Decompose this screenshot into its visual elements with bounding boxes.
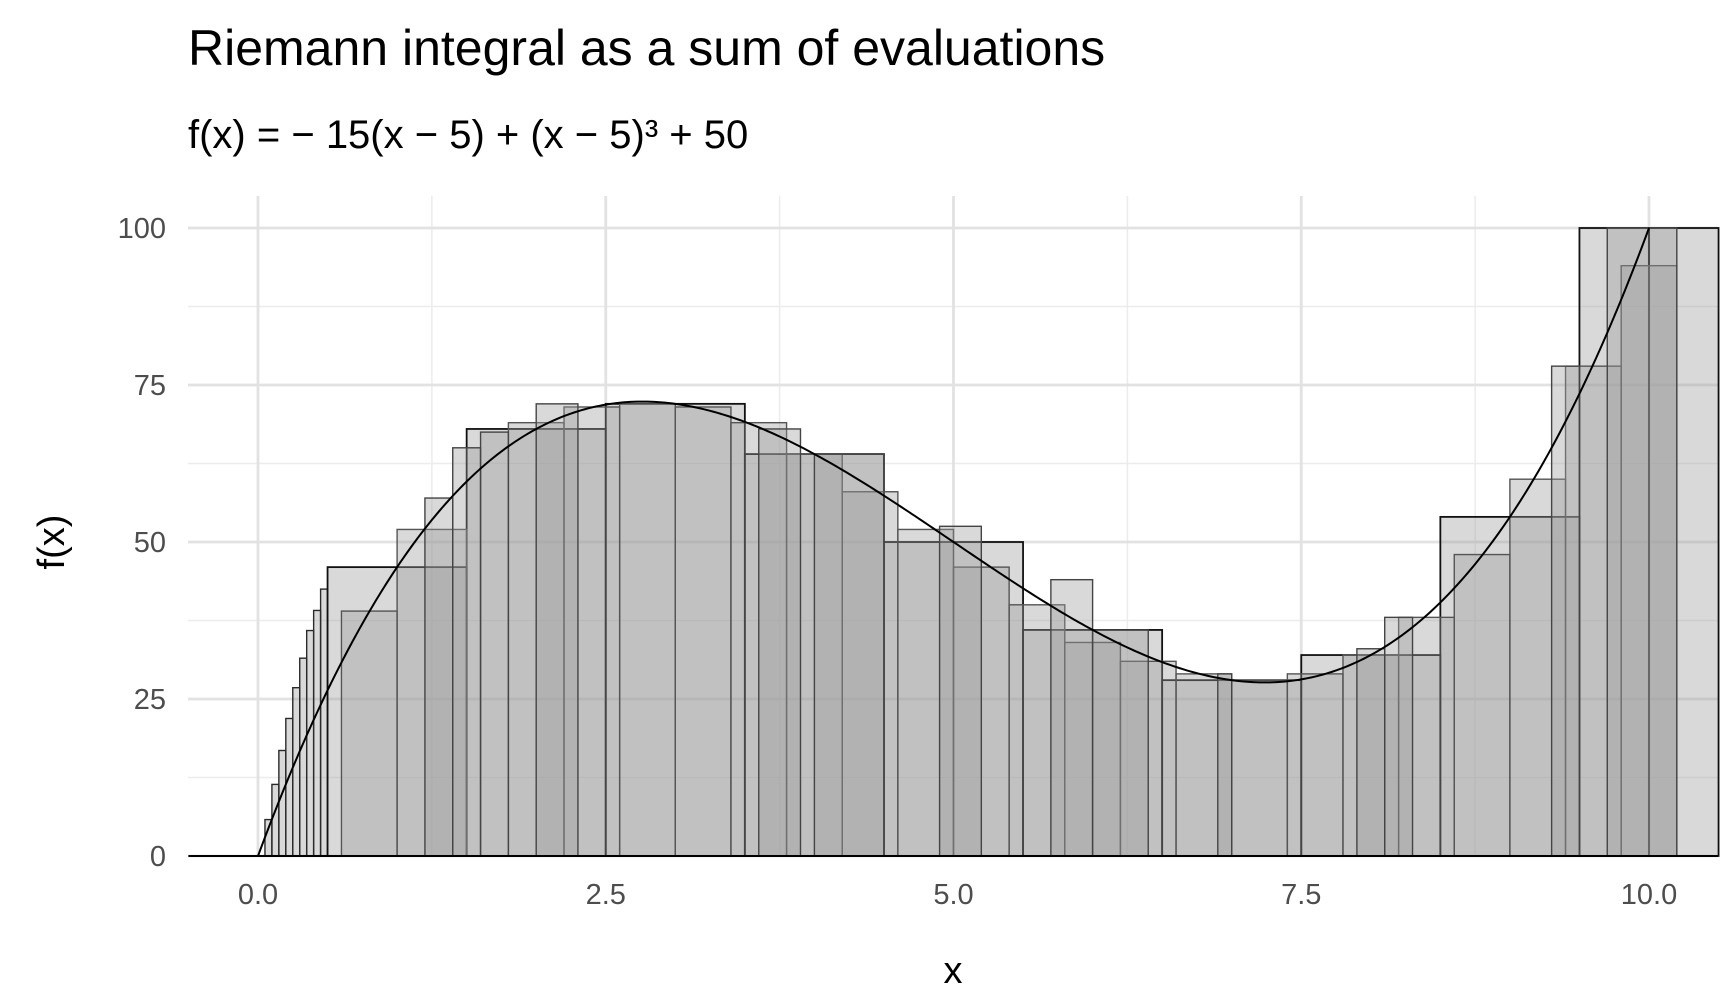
- riemann-bar-s3-1: [452, 447, 482, 857]
- riemann-bar-s0-4: [292, 686, 301, 857]
- riemann-bar-s0-6: [305, 629, 315, 857]
- riemann-bar-s2-19: [1453, 553, 1511, 857]
- riemann-bar-s3-8: [1091, 629, 1149, 857]
- riemann-bar-s0-0: [264, 818, 273, 857]
- riemann-bar-s2-5: [674, 406, 732, 857]
- x-axis-title: x: [944, 950, 963, 992]
- riemann-bar-s2-11: [1008, 604, 1066, 857]
- riemann-bar-s0-7: [312, 609, 322, 857]
- riemann-bar-s2-20: [1509, 478, 1567, 857]
- riemann-bar-s1-10: [1648, 227, 1720, 857]
- riemann-bar-s3-11: [1384, 616, 1414, 857]
- riemann-bar-s3-4: [758, 428, 802, 857]
- riemann-bar-s3-5: [813, 453, 885, 857]
- riemann-bar-s3-3: [535, 403, 579, 857]
- y-tick-label-0: 0: [150, 841, 166, 873]
- x-tick-label-4: 10.0: [1621, 879, 1677, 911]
- x-tick-label-3: 7.5: [1281, 879, 1321, 911]
- riemann-bar-s2-14: [1175, 673, 1233, 857]
- riemann-bar-s2-4: [618, 403, 676, 857]
- riemann-bar-s3-0: [424, 497, 454, 857]
- riemann-bar-s3-6: [938, 525, 983, 857]
- chart-title: Riemann integral as a sum of evaluations: [188, 20, 1105, 76]
- y-tick-label-4: 100: [118, 213, 166, 245]
- y-tick-label-1: 25: [134, 684, 166, 716]
- riemann-bar-s0-2: [278, 749, 287, 857]
- axes: 0.0 2.5 5.0 7.5 10.0 0 25 50 75 100: [118, 213, 1718, 911]
- y-axis-title: f(x): [31, 515, 73, 570]
- riemann-bar-s3-10: [1356, 648, 1386, 857]
- riemann-bar-s0-5: [299, 657, 308, 857]
- riemann-bar-s2-3: [563, 406, 621, 857]
- riemann-bar-s2-18: [1397, 616, 1455, 857]
- y-tick-label-3: 75: [134, 370, 166, 402]
- function-curve-group: [188, 227, 1650, 857]
- riemann-bar-s2-15: [1230, 679, 1289, 857]
- chart-subtitle: f(x) = − 15(x − 5) + (x − 5)³ + 50: [188, 113, 748, 157]
- riemann-bar-s1-7: [1300, 654, 1442, 857]
- riemann-bar-s3-9: [1217, 673, 1233, 857]
- riemann-bar-s2-17: [1342, 654, 1400, 857]
- riemann-bar-s0-8: [319, 588, 329, 857]
- riemann-bar-s3-13: [1606, 227, 1678, 857]
- x-tick-label-2: 5.0: [933, 879, 973, 911]
- x-tick-label-1: 2.5: [586, 879, 626, 911]
- riemann-bar-s0-1: [271, 783, 280, 857]
- function-curve: [188, 227, 1650, 857]
- riemann-bar-s2-16: [1286, 673, 1344, 857]
- riemann-bar-s3-7: [1050, 578, 1094, 857]
- riemann-bar-s2-8: [841, 491, 899, 857]
- riemann-bar-s0-3: [285, 717, 294, 857]
- y-tick-label-2: 50: [134, 527, 166, 559]
- x-tick-label-0: 0.0: [238, 879, 278, 911]
- riemann-rectangles: [264, 227, 1720, 857]
- riemann-bar-s2-9: [897, 528, 955, 857]
- riemann-bar-s2-0: [340, 610, 398, 857]
- riemann-bar-s2-1: [396, 528, 468, 857]
- riemann-bar-s3-2: [479, 431, 510, 857]
